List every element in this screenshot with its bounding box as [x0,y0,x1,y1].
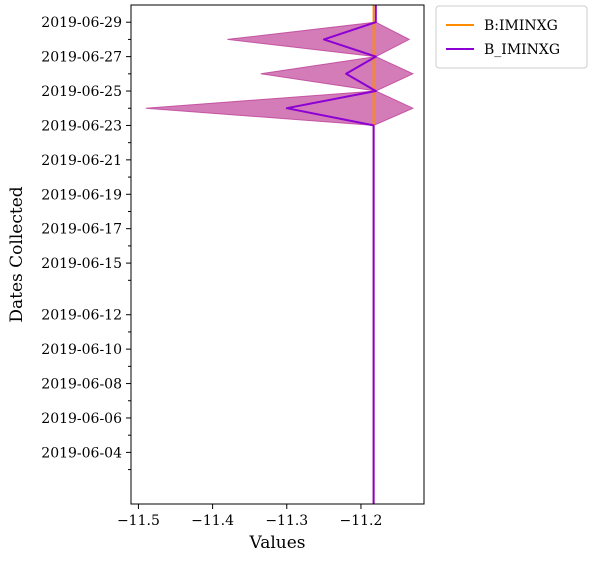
x-tick-label: −11.5 [117,513,160,529]
y-tick-label: 2019-06-08 [41,377,122,393]
legend-label: B:IMINXG [484,18,558,34]
y-tick-label: 2019-06-04 [41,445,122,461]
y-tick-label: 2019-06-12 [41,308,122,324]
y-axis-title: Dates Collected [7,186,27,322]
series-layer [285,5,377,504]
plot-frame [130,4,425,505]
y-tick-label: 2019-06-25 [41,84,122,100]
y-axis: 2019-06-04 2019-06-06 2019-06-08 2019-06-10… [41,15,131,471]
legend-label: B_IMINXG [484,42,560,58]
x-tick-label: −11.3 [265,513,308,529]
y-tick-label: 2019-06-17 [41,222,122,238]
y-tick-label: 2019-06-06 [41,411,122,427]
series-line-2 [285,5,377,504]
x-axis-title: Values [248,533,305,553]
x-tick-label: −11.4 [191,513,234,529]
y-tick-label: 2019-06-29 [41,15,122,31]
x-axis: −11.5 −11.4 −11.3 −11.2 [117,504,382,529]
y-tick-label: 2019-06-10 [41,342,122,358]
legend: B:IMINXG B_IMINXG [435,5,588,69]
legend-box [435,5,588,69]
x-tick-label: −11.2 [339,513,382,529]
y-tick-label: 2019-06-19 [41,187,122,203]
y-tick-label: 2019-06-23 [41,118,122,134]
y-tick-label: 2019-06-21 [41,153,122,169]
y-tick-label: 2019-06-27 [41,50,122,66]
y-tick-label: 2019-06-15 [41,256,122,272]
